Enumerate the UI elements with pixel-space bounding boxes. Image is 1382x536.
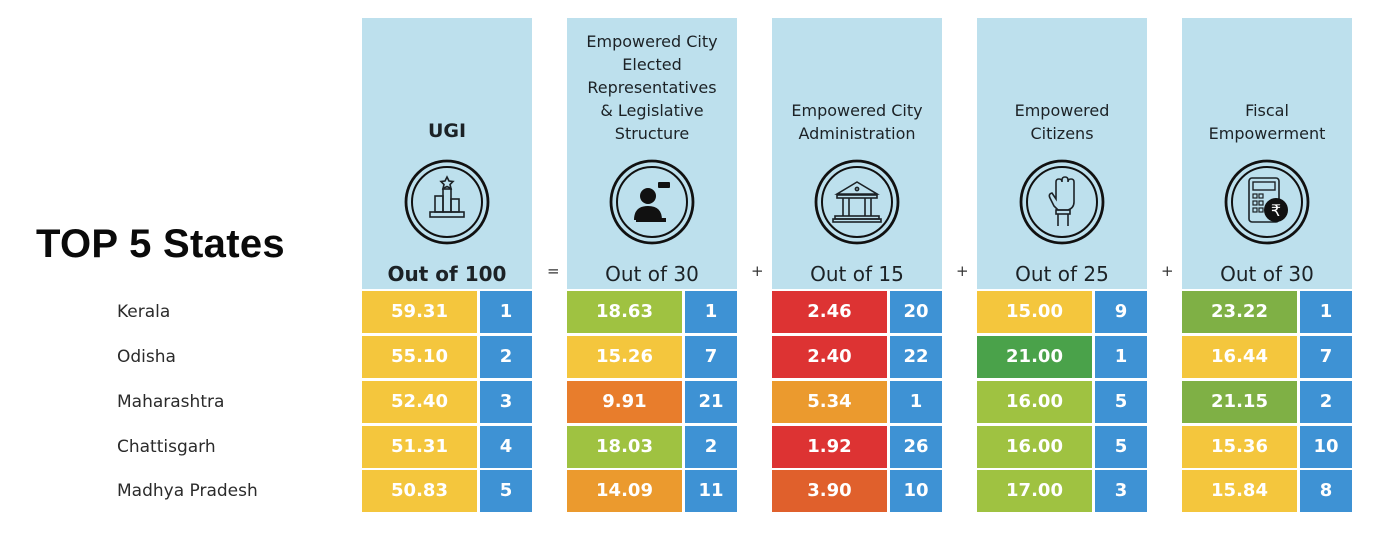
max-score-label: Out of 25 — [1015, 262, 1109, 286]
svg-text:₹: ₹ — [1271, 201, 1281, 220]
rank-cell: 2 — [480, 336, 532, 378]
state-name: Kerala — [117, 302, 171, 322]
rank-cell: 1 — [890, 381, 942, 423]
score-cell: 16.00 — [977, 426, 1092, 468]
score-cell: 15.36 — [1182, 426, 1297, 468]
score-cell: 21.00 — [977, 336, 1092, 378]
column-title-line: Empowered — [1014, 101, 1110, 120]
plus-sign: + — [956, 262, 969, 280]
score-cell: 52.40 — [362, 381, 477, 423]
column-title-line: Fiscal — [1245, 101, 1289, 120]
rank-cell: 2 — [1300, 381, 1352, 423]
government-building-icon — [813, 158, 901, 246]
page-title: TOP 5 States — [36, 222, 285, 266]
score-cell: 15.84 — [1182, 470, 1297, 512]
plus-sign: + — [1161, 262, 1174, 280]
speaker-podium-icon — [608, 158, 696, 246]
max-score-label: Out of 30 — [1220, 262, 1314, 286]
column-title-line: & Legislative — [600, 101, 704, 120]
rank-cell: 11 — [685, 470, 737, 512]
score-cell: 5.34 — [772, 381, 887, 423]
rank-cell: 5 — [1095, 381, 1147, 423]
column-header-5: Fiscal Empowerment ₹ Out of 30 — [1182, 18, 1352, 289]
column-header-2: Empowered City Elected Representatives & Le… — [567, 18, 737, 289]
column-title-line: Structure — [614, 124, 690, 143]
score-cell: 16.44 — [1182, 336, 1297, 378]
score-cell: 18.03 — [567, 426, 682, 468]
score-cell: 23.22 — [1182, 291, 1297, 333]
state-name: Maharashtra — [117, 392, 225, 412]
score-cell: 59.31 — [362, 291, 477, 333]
rank-cell: 10 — [1300, 426, 1352, 468]
column-header-1: UGI Out of 100 — [362, 18, 532, 289]
rank-cell: 5 — [1095, 426, 1147, 468]
rank-cell: 4 — [480, 426, 532, 468]
rank-cell: 21 — [685, 381, 737, 423]
column-header-3: Empowered City Administration Out of 15 — [772, 18, 942, 289]
rank-cell: 9 — [1095, 291, 1147, 333]
score-cell: 2.46 — [772, 291, 887, 333]
score-cell: 17.00 — [977, 470, 1092, 512]
rank-cell: 20 — [890, 291, 942, 333]
score-cell: 15.26 — [567, 336, 682, 378]
rank-cell: 2 — [685, 426, 737, 468]
score-cell: 14.09 — [567, 470, 682, 512]
rank-cell: 1 — [480, 291, 532, 333]
column-title-line: Empowerment — [1208, 124, 1326, 143]
max-score-label: Out of 100 — [387, 262, 507, 286]
rank-cell: 8 — [1300, 470, 1352, 512]
column-title-line: Citizens — [1030, 124, 1094, 143]
rank-cell: 1 — [1095, 336, 1147, 378]
state-name: Madhya Pradesh — [117, 481, 258, 501]
column-title-line: Representatives — [587, 78, 717, 97]
rank-cell: 3 — [480, 381, 532, 423]
column-title-line: UGI — [427, 120, 467, 142]
column-title-line: Elected — [622, 55, 682, 74]
score-cell: 16.00 — [977, 381, 1092, 423]
equals-sign: = — [547, 262, 560, 280]
rank-cell: 10 — [890, 470, 942, 512]
max-score-label: Out of 15 — [810, 262, 904, 286]
score-cell: 15.00 — [977, 291, 1092, 333]
column-title-line: Empowered City — [791, 101, 923, 120]
score-cell: 2.40 — [772, 336, 887, 378]
rank-cell: 26 — [890, 426, 942, 468]
rank-cell: 1 — [1300, 291, 1352, 333]
score-cell: 18.63 — [567, 291, 682, 333]
column-title-line: Empowered City — [586, 32, 718, 51]
rank-cell: 22 — [890, 336, 942, 378]
rank-cell: 5 — [480, 470, 532, 512]
calculator-rupee-icon: ₹ — [1223, 158, 1311, 246]
score-cell: 50.83 — [362, 470, 477, 512]
rank-cell: 3 — [1095, 470, 1147, 512]
plus-sign: + — [751, 262, 764, 280]
rank-cell: 1 — [685, 291, 737, 333]
podium-star-icon — [403, 158, 491, 246]
raised-hand-icon — [1018, 158, 1106, 246]
score-cell: 51.31 — [362, 426, 477, 468]
score-cell: 55.10 — [362, 336, 477, 378]
rank-cell: 7 — [1300, 336, 1352, 378]
state-name: Odisha — [117, 347, 176, 367]
score-cell: 9.91 — [567, 381, 682, 423]
column-header-4: Empowered Citizens Out of 25 — [977, 18, 1147, 289]
score-cell: 21.15 — [1182, 381, 1297, 423]
column-title-line: Administration — [798, 124, 916, 143]
score-cell: 1.92 — [772, 426, 887, 468]
max-score-label: Out of 30 — [605, 262, 699, 286]
state-name: Chattisgarh — [117, 437, 216, 457]
rank-cell: 7 — [685, 336, 737, 378]
score-cell: 3.90 — [772, 470, 887, 512]
